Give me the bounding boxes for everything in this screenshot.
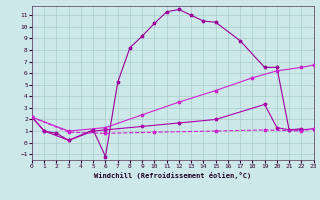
X-axis label: Windchill (Refroidissement éolien,°C): Windchill (Refroidissement éolien,°C) bbox=[94, 172, 252, 179]
